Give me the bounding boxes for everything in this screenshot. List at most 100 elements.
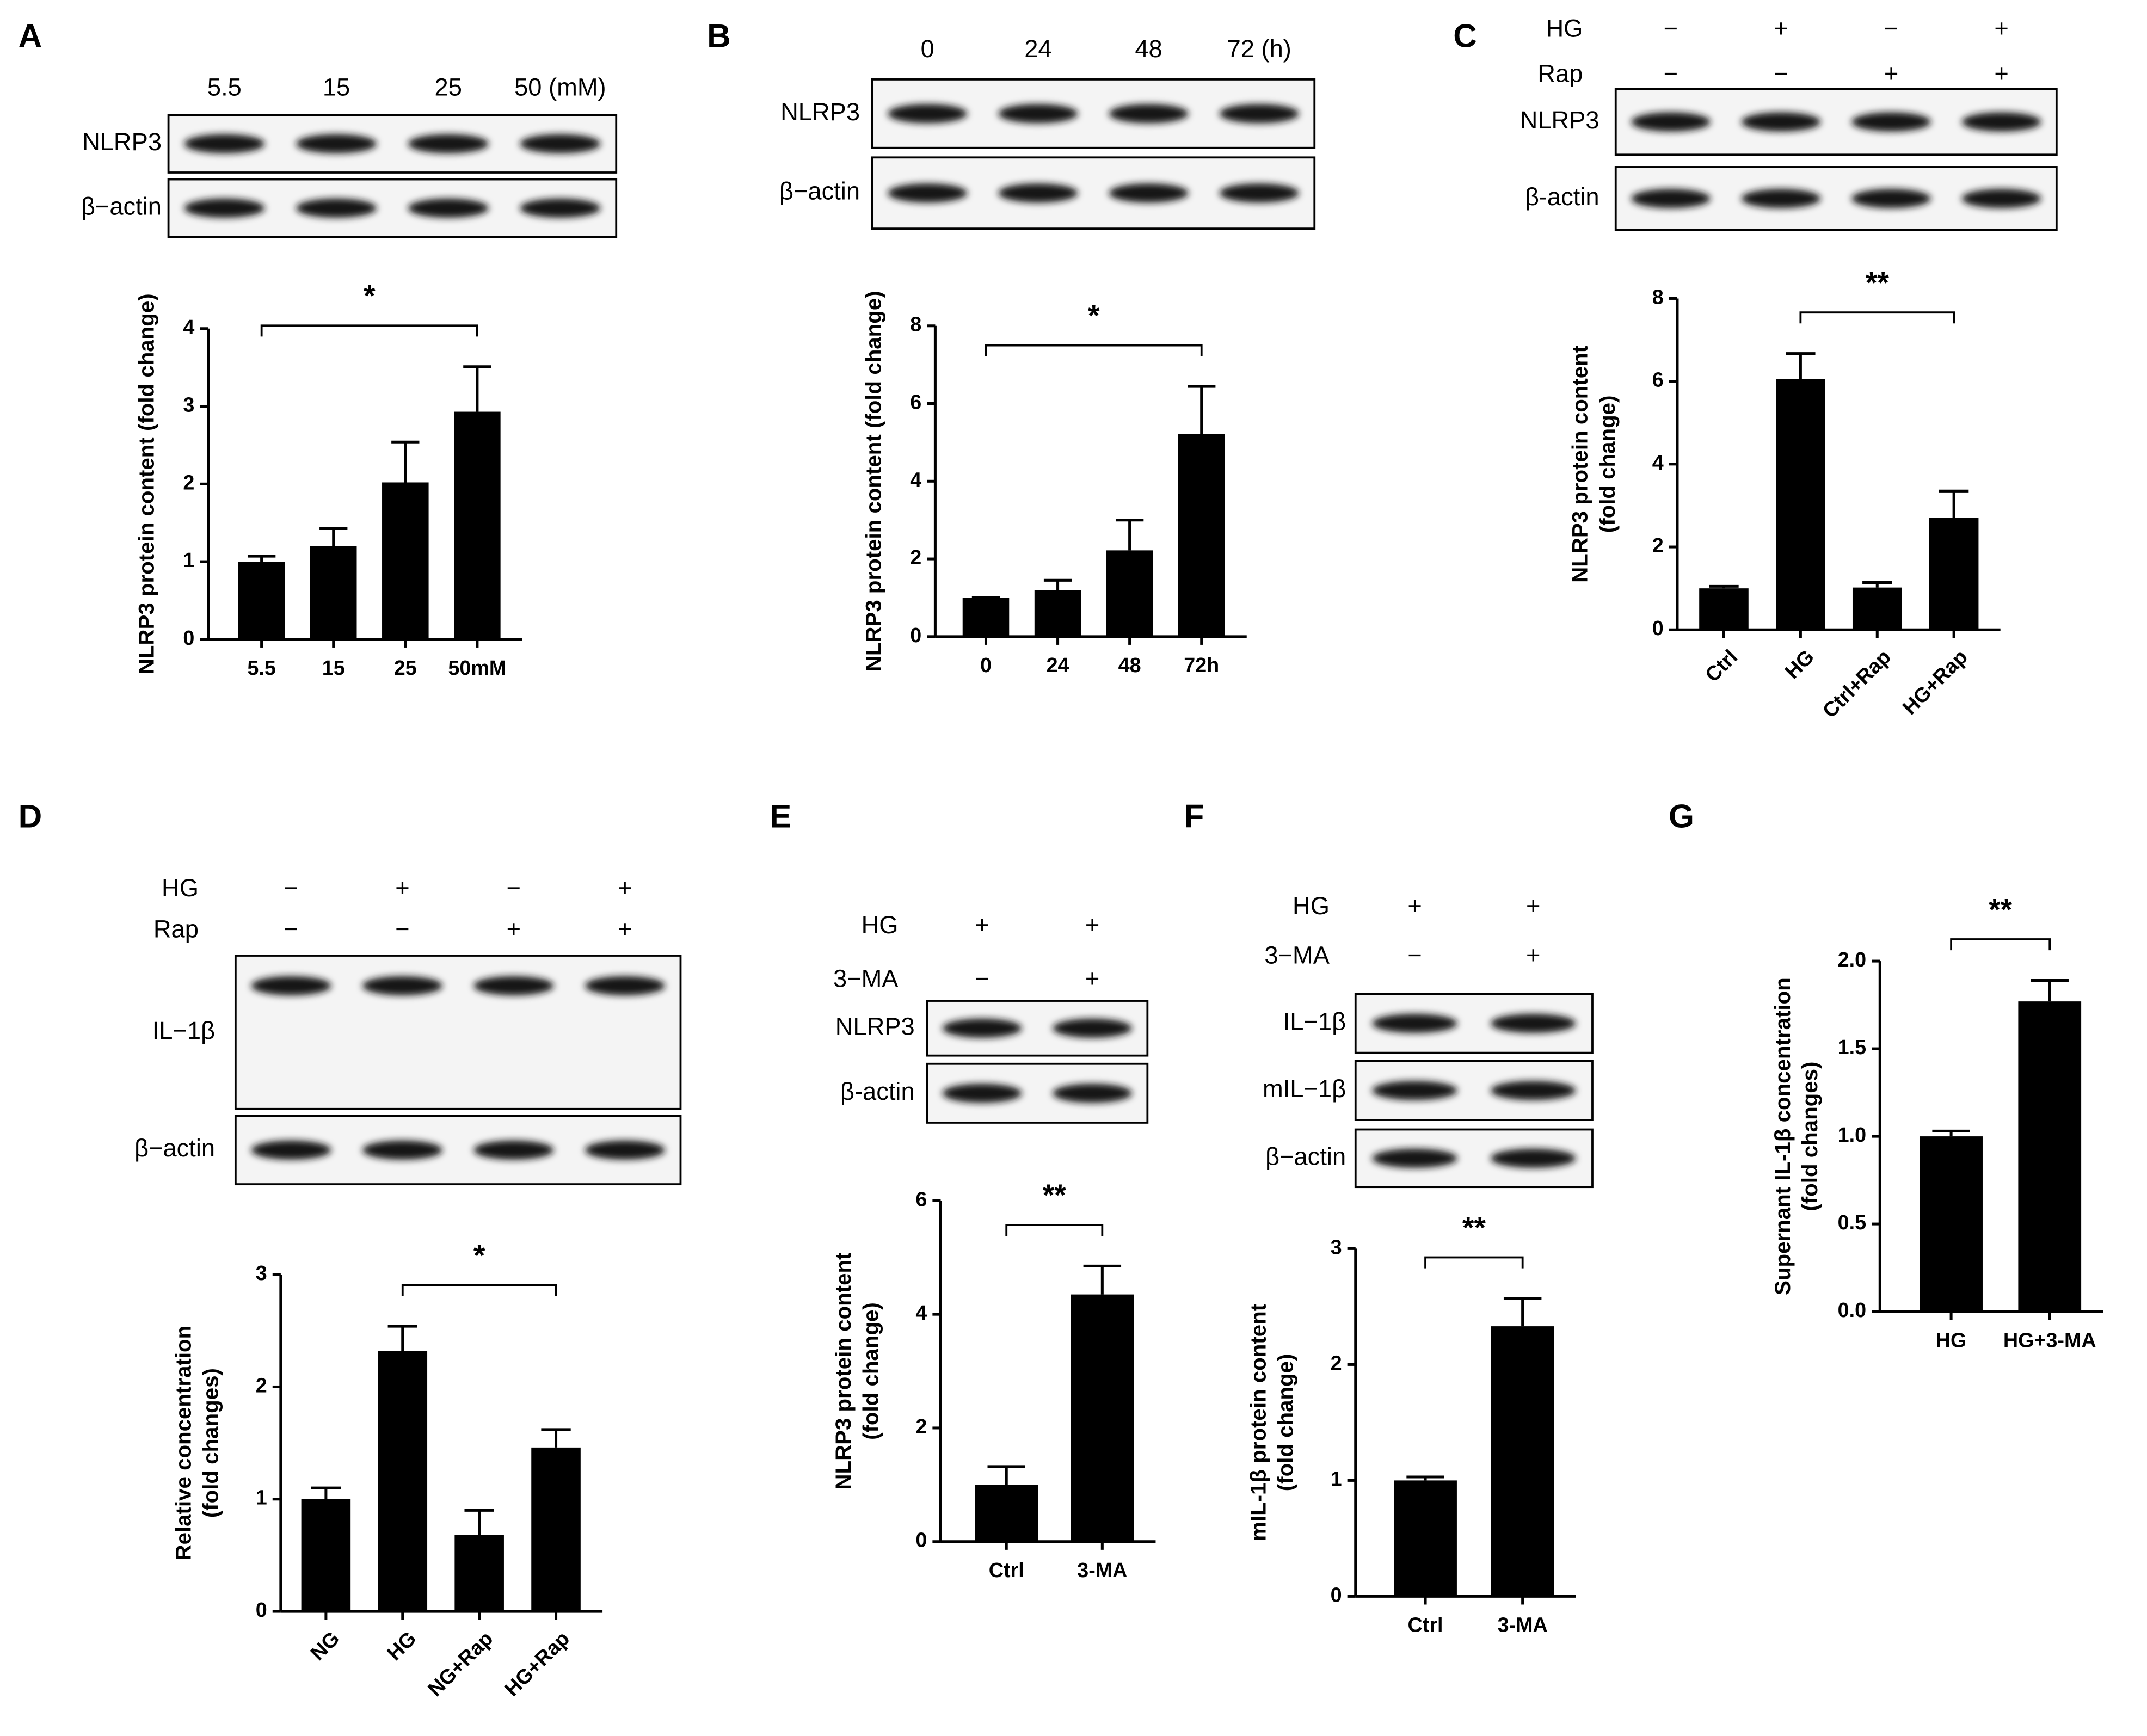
panel-label: G [1669,797,1694,834]
bar [1071,1294,1134,1542]
blot-band [1372,1148,1457,1168]
y-tick-label: 1.0 [1838,1123,1866,1146]
blot-row-label: β-actin [840,1078,915,1105]
y-tick-label: 2 [1331,1351,1342,1374]
y-tick-label: 2 [183,471,194,494]
error-bar [541,1428,571,1448]
y-tick-label: 4 [1652,451,1664,474]
blot-row-label: β−actin [1265,1142,1346,1170]
bar [301,1499,351,1612]
condition-sign: + [1774,14,1788,42]
condition-label: 3−MA [833,964,899,992]
y-tick-label: 3 [183,393,194,416]
y-axis-title: Relative concentration [171,1326,195,1561]
condition-sign: − [975,964,989,992]
bar [310,546,357,639]
error-bar [1043,578,1072,590]
y-tick-label: 1 [183,549,194,571]
condition-label: HG [1546,14,1583,42]
condition-sign: − [1407,941,1422,969]
lane-label: 25 [435,73,462,101]
error-bar [1406,1475,1444,1481]
bar [1776,379,1825,630]
blot-row-label: β-actin [1525,183,1600,211]
error-bar [463,365,491,412]
blot-band [998,104,1078,124]
y-tick-label: 1.5 [1838,1036,1866,1058]
x-tick-label: Ctrl [989,1559,1024,1581]
y-tick-label: 2 [1652,534,1664,557]
y-axis-title: (fold change) [1595,396,1620,533]
error-bar [311,1486,341,1499]
blot-band [1741,189,1821,208]
error-bar [391,440,420,483]
condition-sign: + [1526,941,1540,969]
y-tick-label: 0.5 [1838,1211,1866,1234]
error-bar [1503,1297,1542,1327]
error-bar [1709,584,1739,589]
blot-band [408,134,489,153]
lane-label: 0 [921,35,934,63]
condition-label: Rap [1537,59,1583,87]
condition-label: Rap [153,915,199,943]
bar [531,1447,581,1612]
y-tick-label: 8 [1652,285,1664,308]
y-tick-label: 2 [256,1374,267,1396]
y-axis-title: Supernant IL-1β concentration [1770,977,1795,1295]
blot-band [1741,112,1821,132]
blot-row-label: IL−1β [1283,1008,1346,1036]
x-tick-label: 15 [322,656,345,679]
significance-label: * [364,279,376,313]
condition-label: HG [862,911,899,939]
blot-band [1219,183,1299,203]
condition-sign: + [975,911,989,939]
significance-bracket [401,1284,557,1296]
blot-band [1372,1013,1457,1033]
condition-sign: − [284,874,298,902]
blot-row-label: NLRP3 [835,1012,915,1040]
blot-row-label: IL−1β [152,1017,215,1044]
blot-row-label: β−actin [134,1134,215,1162]
blot-band [1219,104,1299,124]
bar [1920,1136,1983,1312]
y-tick-label: 0 [256,1598,267,1621]
y-axis-title: (fold changes) [199,1368,223,1518]
y-axis-title: (fold changes) [1798,1062,1822,1211]
blot-band [888,183,968,203]
error-bar [1188,385,1216,434]
panel-label: A [19,17,42,54]
condition-sign: − [395,915,409,943]
bar [975,1485,1038,1542]
significance-bracket [985,344,1203,356]
panel-label: B [707,17,731,54]
bar [1491,1326,1554,1597]
x-tick-label: 0 [980,654,992,676]
condition-sign: − [1664,59,1678,87]
blot-band [1961,112,2041,132]
y-tick-label: 2 [910,546,921,569]
error-bar [464,1509,494,1535]
significance-bracket [1005,1224,1104,1236]
blot-band [1490,1148,1576,1168]
y-tick-label: 2 [915,1415,927,1438]
y-tick-label: 8 [910,313,921,336]
blot-row-label: β−actin [779,177,860,205]
y-tick-label: 2.0 [1838,948,1866,971]
blot-band [184,134,265,153]
error-bar [1115,519,1144,551]
lane-label: 15 [323,73,350,101]
condition-label: HG [162,874,199,902]
y-tick-label: 0.0 [1838,1298,1866,1321]
y-axis-title: NLRP3 protein content [831,1253,856,1490]
bar [1929,518,1979,630]
y-tick-label: 4 [183,316,194,338]
y-tick-label: 4 [915,1301,927,1324]
y-axis-title: NLRP3 protein content (fold change) [134,293,158,674]
x-tick-label: 5.5 [247,656,275,679]
bar [454,411,501,639]
lane-label: 5.5 [207,73,242,101]
blot-band [1109,183,1189,203]
blot-band [1490,1013,1576,1033]
blot-band [251,1140,331,1160]
lane-label: 72 (h) [1227,35,1291,63]
